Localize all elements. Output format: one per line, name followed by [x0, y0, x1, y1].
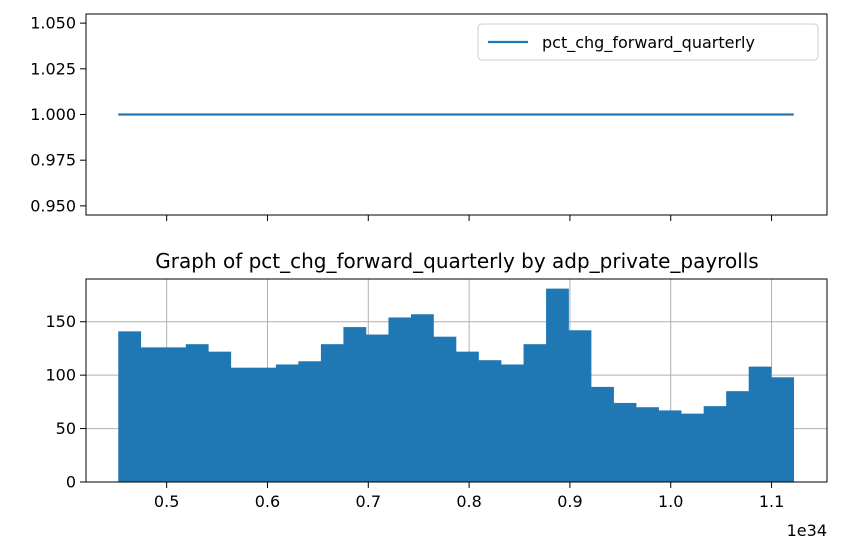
- histogram-bar: [320, 344, 344, 482]
- x-tick-label: 1.1: [759, 492, 784, 511]
- histogram-bar: [771, 377, 795, 482]
- histogram-bar: [478, 360, 502, 482]
- y-tick-label: 50: [56, 419, 76, 438]
- line-subplot: 0.950 0.975 1.000 1.025 1.050 pct_chg_forwar…: [30, 13, 828, 221]
- x-tick-label: 0.8: [456, 492, 481, 511]
- x-tick-label: 0.9: [557, 492, 582, 511]
- histogram-bar: [253, 367, 277, 482]
- y-tick-label: 1.025: [30, 59, 76, 78]
- histogram-bar: [456, 351, 479, 482]
- histogram-bar: [163, 347, 187, 482]
- histogram-bar: [591, 386, 614, 482]
- histogram-bar: [185, 344, 209, 482]
- x-axis-offset-label: 1e34: [787, 521, 827, 540]
- histogram-frame: [85, 278, 828, 483]
- histogram-bar: [298, 361, 322, 482]
- histogram-bar: [681, 413, 704, 482]
- histogram-bar: [365, 334, 389, 482]
- histogram-bar: [343, 327, 367, 482]
- histogram-bar: [636, 407, 659, 482]
- x-tick-label: 0.6: [255, 492, 280, 511]
- histogram-bar: [748, 366, 772, 482]
- histogram-bar: [433, 336, 457, 482]
- x-tick-label: 1.0: [658, 492, 683, 511]
- histogram-bar: [230, 367, 254, 482]
- histogram-bar: [140, 347, 164, 482]
- histogram-title: Graph of pct_chg_forward_quarterly by ad…: [155, 249, 758, 273]
- histogram-bar: [613, 402, 637, 482]
- histogram-bar: [523, 344, 547, 482]
- y-tick-label: 0.950: [30, 196, 76, 215]
- y-tick-label: 1.050: [30, 14, 76, 33]
- y-tick-label: 150: [45, 312, 76, 331]
- histogram-bar: [275, 364, 299, 482]
- histogram-bar: [568, 330, 592, 482]
- histogram-bar: [501, 364, 524, 482]
- histogram-subplot: Graph of pct_chg_forward_quarterly by ad…: [45, 249, 828, 540]
- histogram-bar: [208, 351, 232, 482]
- histogram-bar: [410, 314, 434, 482]
- histogram-bar: [726, 391, 749, 482]
- histogram-bar: [703, 406, 727, 482]
- legend-box: [477, 23, 819, 61]
- legend: pct_chg_forward_quarterly: [477, 23, 819, 61]
- histogram-bar: [118, 331, 142, 482]
- histogram-bar: [546, 288, 569, 482]
- x-tick-label: 0.7: [356, 492, 381, 511]
- legend-label: pct_chg_forward_quarterly: [542, 33, 755, 53]
- y-tick-label: 0.975: [30, 151, 76, 170]
- y-tick-label: 1.000: [30, 105, 76, 124]
- histogram-bar: [658, 410, 682, 482]
- x-tick-label: 0.5: [154, 492, 179, 511]
- y-tick-label: 100: [45, 366, 76, 385]
- y-tick-label: 0: [66, 473, 76, 492]
- histogram-bar: [388, 317, 412, 482]
